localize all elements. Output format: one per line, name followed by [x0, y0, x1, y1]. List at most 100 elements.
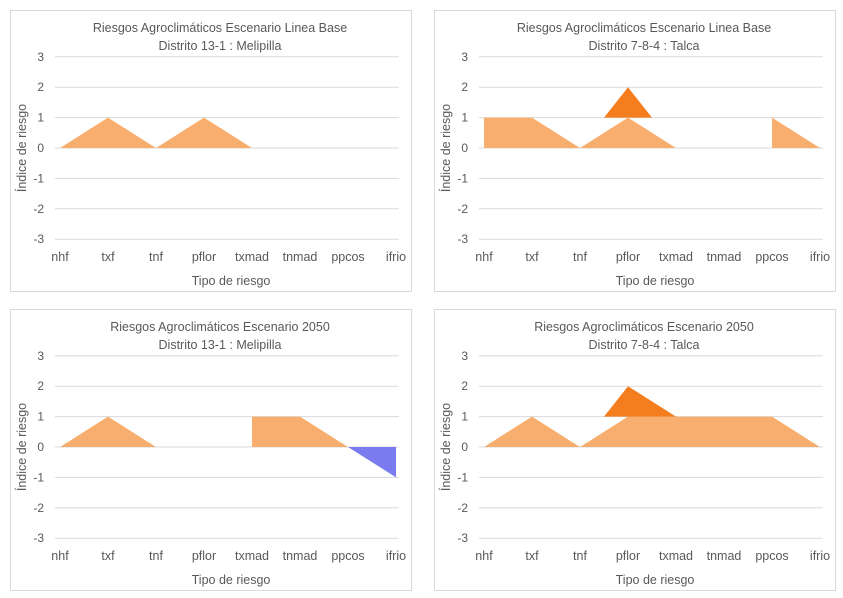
y-axis-title: Índice de riesgo [438, 104, 453, 192]
area-segment [204, 117, 252, 148]
x-tick-label: pflor [616, 250, 640, 264]
area-segment [532, 117, 580, 148]
area-segment-high [628, 386, 676, 417]
chart-svg: 3 2 1 0 -1 -2 -3 nhf txf tnf pflor txmad tnmad ppcos i… [14, 21, 406, 288]
x-tick-label: tnmad [707, 250, 742, 264]
y-tick-label: 3 [461, 349, 468, 363]
x-tick-label: ifrio [810, 549, 830, 563]
chart-subtitle: Distrito 13-1 : Melipilla [159, 39, 282, 53]
y-tick-label: -1 [33, 470, 44, 484]
x-tick-label: pflor [616, 549, 640, 563]
area-segment-high [628, 87, 652, 118]
area-segment-negative [348, 447, 396, 478]
x-tick-label: txmad [659, 250, 693, 264]
y-tick-label: -3 [33, 232, 44, 246]
area-segment [628, 416, 676, 447]
y-axis-title: Índice de riesgo [438, 403, 453, 491]
area-segment [60, 117, 108, 148]
area-segment [628, 117, 676, 148]
y-tick-label: 2 [461, 80, 468, 94]
x-axis-title: Tipo de riesgo [616, 274, 695, 288]
y-tick-label: 1 [37, 111, 44, 125]
area-segment [772, 117, 820, 148]
area-segment [676, 416, 724, 447]
area-segment [580, 416, 628, 447]
x-tick-label: ppcos [755, 549, 788, 563]
area-segment [300, 416, 348, 447]
x-tick-label: txmad [235, 250, 269, 264]
area-segment [724, 416, 772, 447]
y-tick-label: 0 [461, 440, 468, 454]
y-tick-label: -2 [457, 501, 468, 515]
area-segment [772, 416, 820, 447]
x-tick-label: tnmad [707, 549, 742, 563]
x-tick-label: tnmad [283, 250, 318, 264]
y-axis-title: Índice de riesgo [14, 104, 29, 192]
chart-svg: 3 2 1 0 -1 -2 -3 nhf txf tnf pflor txmad tnmad ppcos i… [438, 21, 830, 288]
area-segment [108, 117, 156, 148]
chart-title: Riesgos Agroclimáticos Escenario Linea B… [517, 21, 771, 35]
y-tick-label: -1 [457, 171, 468, 185]
chart-svg: 3 2 1 0 -1 -2 -3 nhf txf tnf pflor txmad tnmad ppcos i… [438, 320, 830, 587]
area-segment [156, 117, 204, 148]
x-tick-label: ifrio [810, 250, 830, 264]
y-tick-label: 0 [461, 141, 468, 155]
area-segment [484, 416, 532, 447]
chart-panel-melipilla-2050: 3 2 1 0 -1 -2 -3 nhf txf tnf pflor txmad tnmad ppcos i… [10, 309, 412, 591]
y-tick-label: 2 [461, 379, 468, 393]
area-segment [484, 117, 532, 148]
area-segment [108, 416, 156, 447]
x-tick-label: tnf [573, 250, 587, 264]
chart-panel-melipilla-base: 3 2 1 0 -1 -2 -3 nhf txf tnf pflor txmad tnmad ppcos i… [10, 10, 412, 292]
y-tick-label: -1 [33, 171, 44, 185]
area-segment [252, 416, 300, 447]
y-tick-label: 1 [461, 410, 468, 424]
x-tick-label: tnf [149, 549, 163, 563]
x-tick-label: pflor [192, 250, 216, 264]
x-tick-label: ppcos [331, 250, 364, 264]
x-tick-label: tnmad [283, 549, 318, 563]
chart-title: Riesgos Agroclimáticos Escenario 2050 [534, 320, 754, 334]
x-tick-label: nhf [51, 549, 69, 563]
y-tick-label: -2 [33, 501, 44, 515]
chart-svg: 3 2 1 0 -1 -2 -3 nhf txf tnf pflor txmad tnmad ppcos i… [14, 320, 406, 587]
y-tick-label: 1 [37, 410, 44, 424]
x-tick-label: tnf [573, 549, 587, 563]
y-tick-label: 0 [37, 141, 44, 155]
x-tick-label: ifrio [386, 250, 406, 264]
area-segment [580, 117, 628, 148]
chart-title: Riesgos Agroclimáticos Escenario 2050 [110, 320, 330, 334]
chart-subtitle: Distrito 7-8-4 : Talca [589, 39, 700, 53]
x-tick-label: txmad [235, 549, 269, 563]
x-tick-label: txf [525, 549, 539, 563]
x-tick-label: pflor [192, 549, 216, 563]
x-axis-title: Tipo de riesgo [192, 573, 271, 587]
y-tick-label: -3 [457, 232, 468, 246]
x-axis-title: Tipo de riesgo [616, 573, 695, 587]
y-tick-label: 1 [461, 111, 468, 125]
x-tick-label: txmad [659, 549, 693, 563]
x-tick-label: tnf [149, 250, 163, 264]
y-tick-label: 3 [37, 50, 44, 64]
x-tick-label: nhf [475, 549, 493, 563]
area-segment [532, 416, 580, 447]
x-tick-label: txf [525, 250, 539, 264]
x-tick-label: ppcos [331, 549, 364, 563]
y-tick-label: 3 [37, 349, 44, 363]
x-axis-title: Tipo de riesgo [192, 274, 271, 288]
y-tick-label: 2 [37, 379, 44, 393]
y-tick-label: -2 [457, 202, 468, 216]
area-segment-high [604, 87, 628, 118]
area-segment-high [604, 386, 628, 417]
x-tick-label: ppcos [755, 250, 788, 264]
y-axis-title: Índice de riesgo [14, 403, 29, 491]
x-tick-label: nhf [475, 250, 493, 264]
x-tick-label: txf [101, 549, 115, 563]
chart-title: Riesgos Agroclimáticos Escenario Linea B… [93, 21, 347, 35]
x-tick-label: ifrio [386, 549, 406, 563]
y-tick-label: 0 [37, 440, 44, 454]
area-segment [60, 416, 108, 447]
chart-panel-talca-base: 3 2 1 0 -1 -2 -3 nhf txf tnf pflor txmad tnmad ppcos i… [434, 10, 836, 292]
y-tick-label: 2 [37, 80, 44, 94]
y-tick-label: 3 [461, 50, 468, 64]
